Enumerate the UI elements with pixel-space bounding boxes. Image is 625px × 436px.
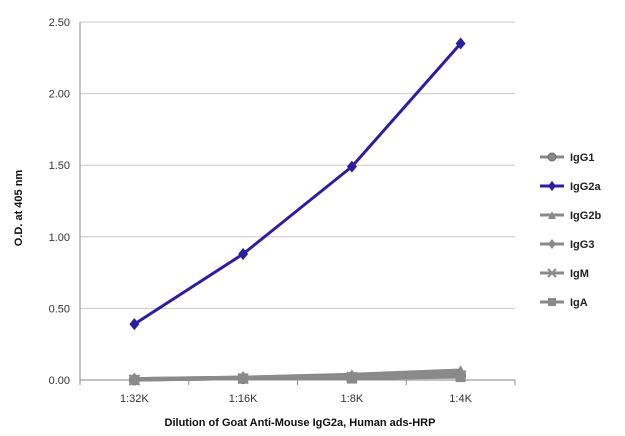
data-point-igg2a (238, 247, 249, 260)
legend-item-iga: IgA (540, 297, 588, 309)
legend-label-igg1: IgG1 (570, 152, 594, 164)
gridlines (80, 21, 515, 309)
x-tick-label: 1:4K (449, 393, 472, 405)
legend-item-igg1: IgG1 (540, 152, 594, 164)
data-point-igg2a (346, 160, 357, 173)
y-tick-label: 1.50 (49, 160, 70, 172)
y-tick-label: 2.00 (49, 89, 70, 101)
y-tick-label: 2.50 (49, 17, 70, 29)
axes: 0.00 0.50 1.00 1.50 2.00 2.50 1:32K 1:16K 1:8K 1:… (49, 17, 516, 405)
legend-label-iga: IgA (570, 297, 588, 309)
data-point-iga (455, 372, 466, 383)
legend-item-igg3: IgG3 (540, 239, 594, 251)
legend-label-igg2b: IgG2b (570, 210, 601, 222)
legend-label-igg3: IgG3 (570, 239, 594, 251)
data-point-igg2a (455, 37, 466, 50)
series-line-iga (134, 375, 461, 382)
x-axis-title: Dilution of Goat Anti-Mouse IgG2a, Human… (165, 417, 436, 429)
y-tick-label: 1.00 (49, 232, 70, 244)
y-tick-label: 0.00 (49, 375, 70, 387)
data-point-iga (129, 375, 140, 385)
x-tick-label: 1:16K (229, 393, 258, 405)
legend-marker-igm (547, 268, 557, 278)
data-point-iga (238, 373, 249, 384)
x-tick-label: 1:32K (120, 393, 149, 405)
legend-marker-igg2b (548, 211, 556, 219)
legend-item-igg2b: IgG2b (540, 210, 601, 222)
data-point-igg2a (129, 318, 140, 331)
legend-marker-igg3 (548, 239, 556, 249)
legend-marker-igg2a (548, 181, 556, 191)
legend-label-igm: IgM (570, 268, 589, 280)
legend: IgG1 IgG2a IgG2b IgG3 IgM IgA (540, 152, 601, 309)
data-point-iga (346, 373, 357, 384)
legend-label-igg2a: IgG2a (570, 181, 601, 193)
legend-marker-iga (548, 298, 556, 306)
series-iga (129, 372, 466, 385)
legend-marker-igg1 (547, 152, 557, 162)
series-igg2a (129, 37, 466, 331)
series-lines (128, 37, 467, 386)
legend-item-igm: IgM (540, 268, 589, 280)
x-tick-label: 1:8K (341, 393, 364, 405)
y-axis-title: O.D. at 405 nm (13, 170, 25, 247)
legend-item-igg2a: IgG2a (540, 181, 601, 193)
series-line-igg2a (133, 42, 462, 326)
y-tick-label: 0.50 (49, 303, 70, 315)
